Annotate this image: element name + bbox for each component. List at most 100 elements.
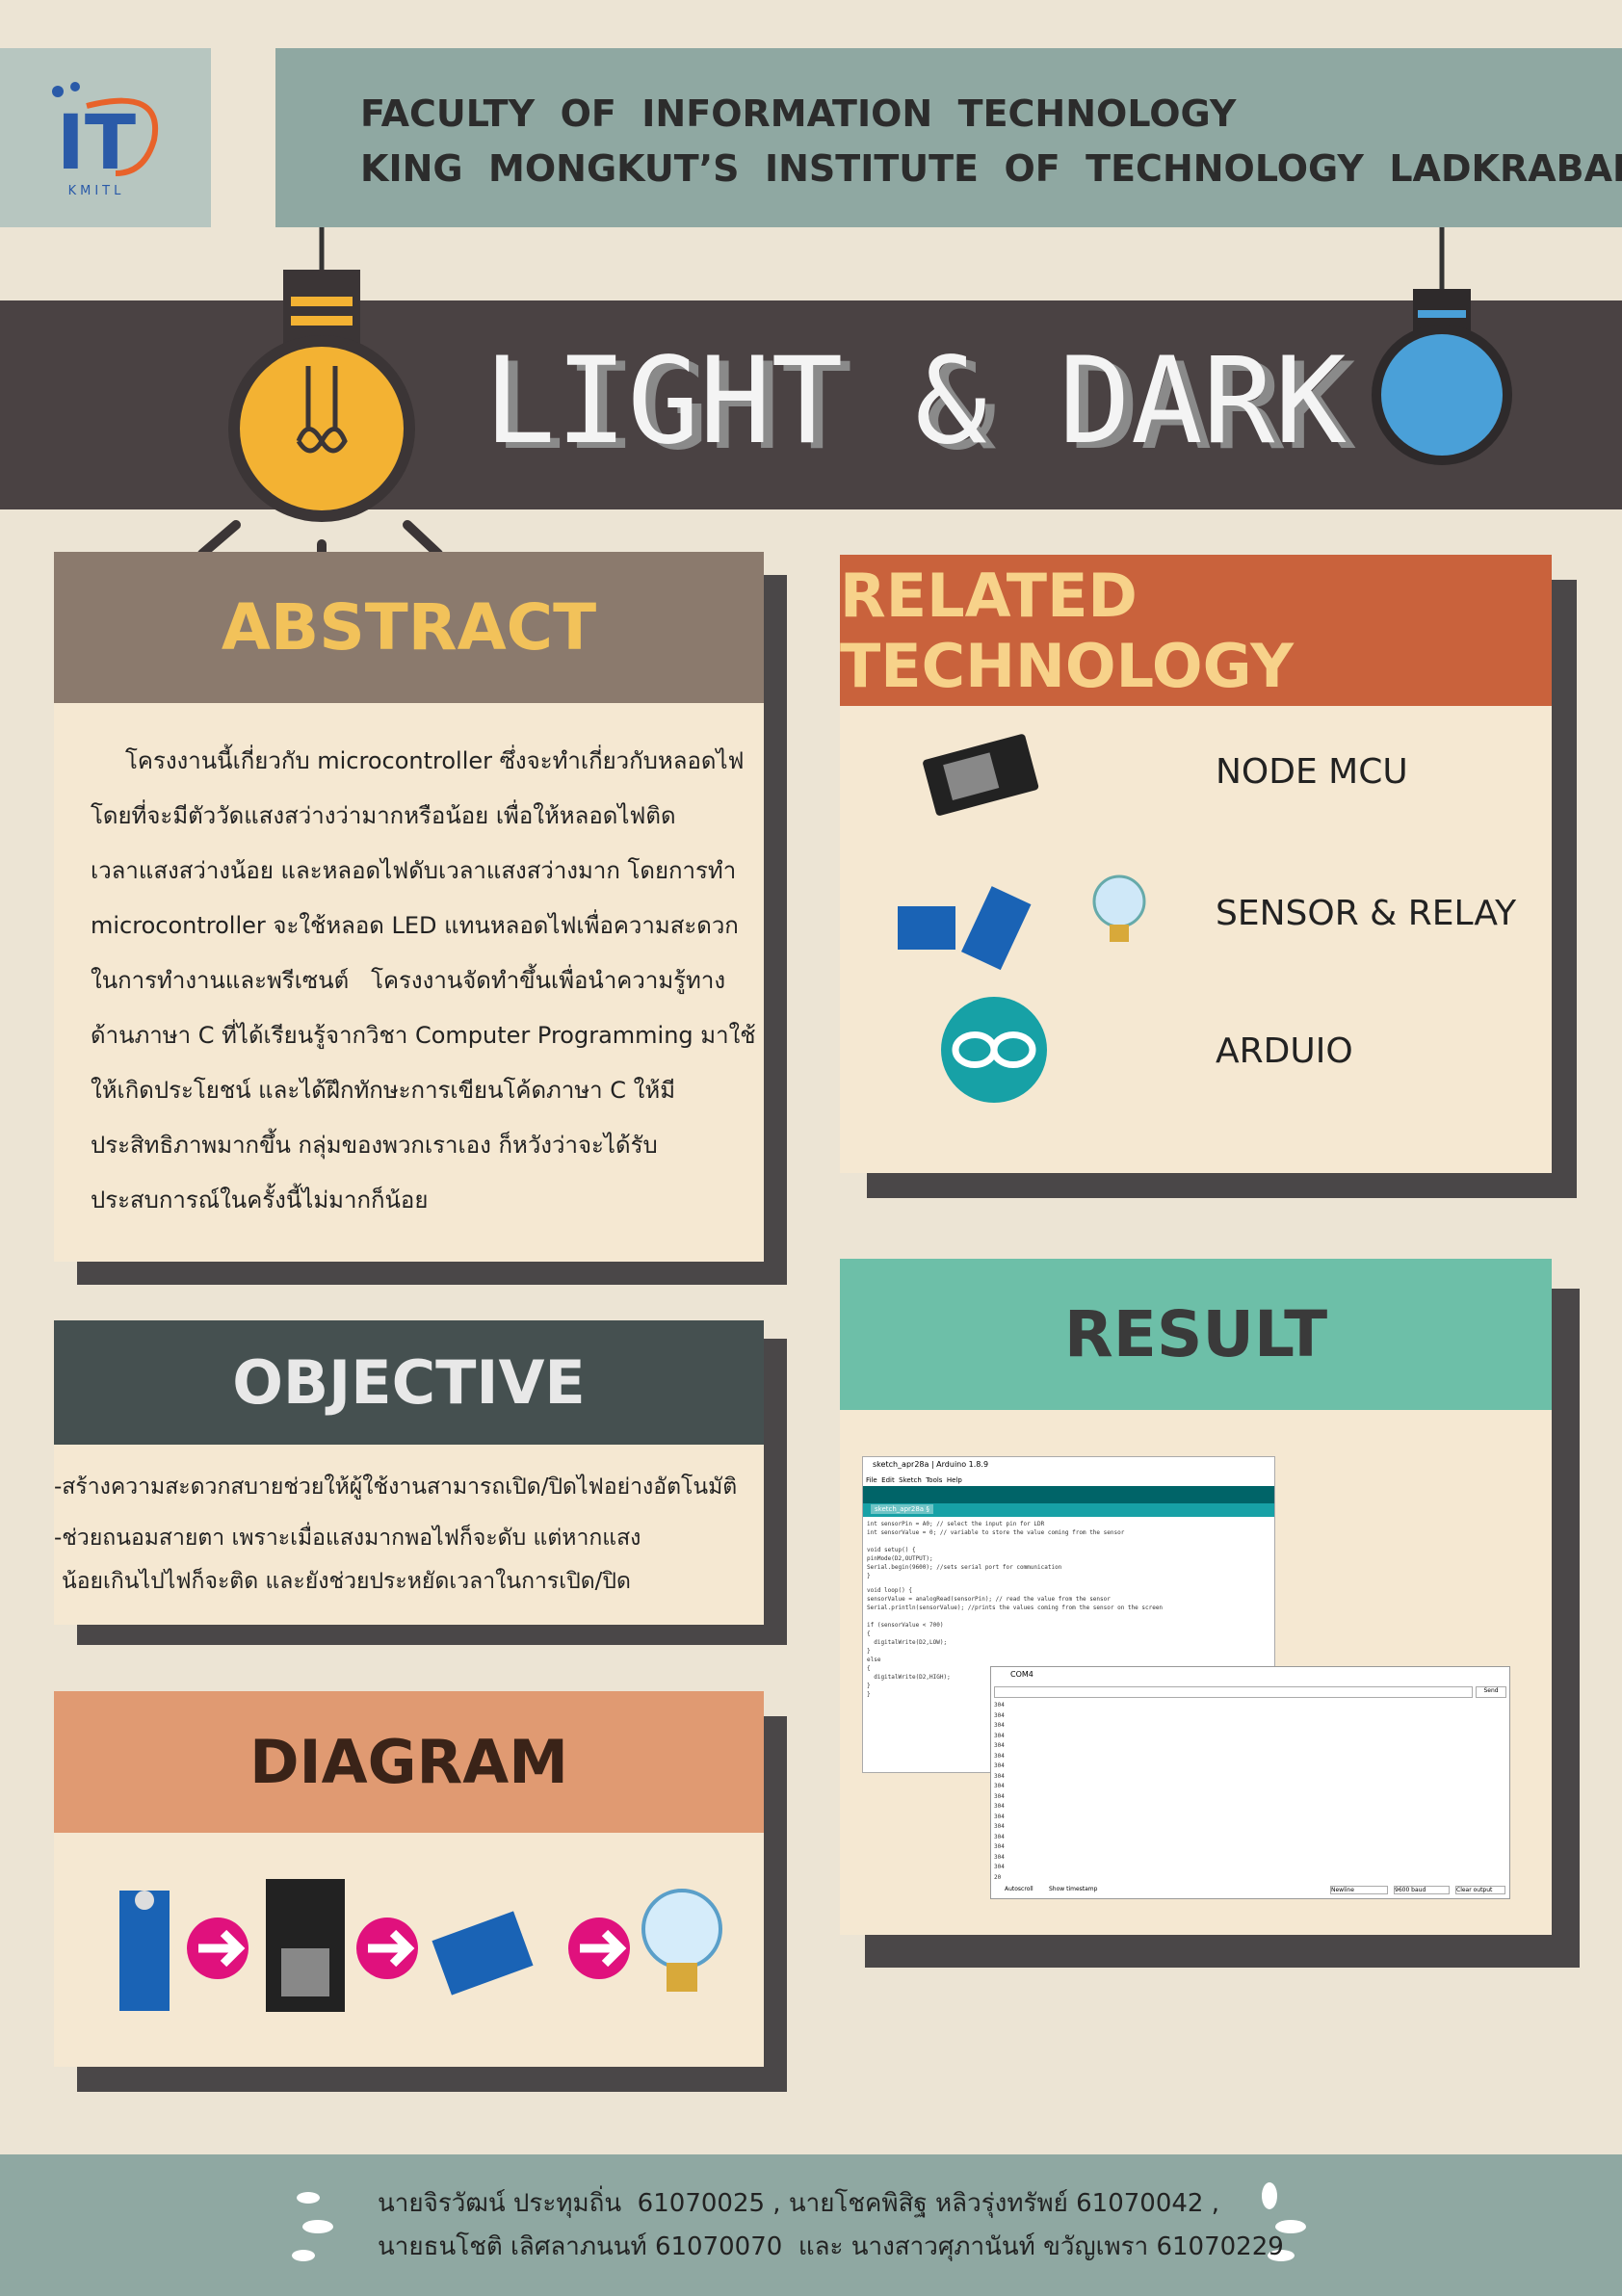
code-line: { (867, 1631, 871, 1637)
abstract-line: ให้เกิดประโยชน์ และได้ฝึกทักษะการเขียนโค… (91, 1077, 676, 1104)
sensor (119, 1891, 170, 2011)
footer: นายจิรวัฒน์ ประทุมถิ่น 61070025 , นายโชค… (0, 2154, 1622, 2296)
code-line: pinMode(D2,OUTPUT); (867, 1555, 933, 1562)
logo-box: IT KMITL (0, 48, 211, 227)
serial-title: COM4 (1010, 1670, 1033, 1679)
abstract-line: เวลาแสงสว่างน้อย และหลอดไฟดับเวลาแสงสว่า… (91, 857, 737, 884)
code-line: int sensorValue = 0; // variable to stor… (867, 1529, 1125, 1536)
filament (296, 366, 348, 454)
abstract-line: ประสบการณ์ในครั้งนี้ไม่มากก็น้อย (91, 1187, 429, 1213)
code-line: int sensorPin = A0; // select the input … (867, 1521, 1045, 1527)
ide-menu: File Edit Sketch Tools Help (866, 1476, 962, 1484)
newline: Newline (1330, 1886, 1388, 1894)
bulb-blue (1372, 325, 1512, 465)
bulb-base (1110, 925, 1129, 942)
relay-icon (898, 906, 955, 950)
serial-line: 304 (994, 1843, 1005, 1850)
arrow (356, 1918, 418, 1979)
code-line: void loop() { (867, 1587, 912, 1594)
ide-tab: sketch_apr28a § (871, 1504, 933, 1514)
serial-line: 304 (994, 1864, 1005, 1870)
code-line: if (sensorValue < 700) (867, 1622, 944, 1629)
ide-toolbar (863, 1486, 1274, 1503)
header-line: KING MONGKUT’S INSTITUTE OF TECHNOLOGY L… (360, 147, 1622, 190)
stripe (291, 316, 353, 326)
footer-line: นายธนโชติ เลิศลาภนนท์ 61070070 และ นางสา… (378, 2232, 1284, 2261)
ide-tabbar: sketch_apr28a § (863, 1503, 1274, 1517)
related-heading: RELATED TECHNOLOGY (840, 555, 1552, 706)
deco (1268, 2250, 1295, 2261)
logo-swoosh (86, 97, 159, 176)
footer-line: นายจิรวัฒน์ ประทุมถิ่น 61070025 , นายโชค… (378, 2189, 1219, 2218)
stripe (1418, 310, 1466, 318)
serial-line: 304 (994, 1762, 1005, 1769)
timestamp: Show timestamp (1049, 1886, 1098, 1892)
ide-title: sketch_apr28a | Arduino 1.8.9 (873, 1460, 989, 1469)
code-line: Serial.begin(9600); //sets serial port f… (867, 1564, 1062, 1571)
code-line: } (867, 1683, 871, 1689)
code-line: } (867, 1573, 871, 1579)
deco (1262, 2182, 1277, 2209)
related-box: RELATED TECHNOLOGY NODE MCU SENSOR & RELA… (840, 555, 1552, 1173)
code-line: digitalWrite(D2,LOW); (867, 1639, 948, 1646)
logo-text: IT (57, 100, 136, 187)
code-line: { (867, 1665, 871, 1672)
abstract-box: ABSTRACT โครงงานนี้เกี่ยวกับ microcontro… (54, 552, 764, 1262)
result-heading: RESULT (840, 1259, 1552, 1410)
tech-item: ARDUIO (1216, 1031, 1353, 1071)
serial-line: 304 (994, 1711, 1005, 1719)
objective-heading: OBJECTIVE (54, 1320, 764, 1445)
arrow (568, 1918, 630, 1979)
sensor-icon (961, 886, 1032, 971)
autoscroll: Autoscroll (1005, 1886, 1033, 1892)
ray (403, 520, 443, 559)
baud: 9600 baud (1394, 1886, 1450, 1894)
abstract-line: โดยที่จะมีตัววัดแสงสว่างว่ามากหรือน้อย เ… (91, 802, 676, 829)
code-line: } (867, 1691, 871, 1698)
header-band: FACULTY OF INFORMATION TECHNOLOGY KING M… (275, 48, 1622, 227)
abstract-line: ในการทำงานและพรีเซนต์ โครงงานจัดทำขึ้นเพ… (91, 967, 726, 994)
abstract-line: ประสิทธิภาพมากขึ้น กลุ่มของพวกเราเอง ก็ห… (91, 1132, 658, 1159)
deco (302, 2220, 333, 2233)
serial-line: 304 (994, 1732, 1005, 1739)
objective-line: -สร้างความสะดวกสบายช่วยให้ผู้ใช้งานสามาร… (54, 1474, 738, 1500)
title: LIGHT & DARK (484, 332, 1347, 471)
abstract-line: microcontroller จะใช้หลอด LED แทนหลอดไฟเ… (91, 912, 739, 939)
diagram-box: DIAGRAM (54, 1691, 764, 2067)
logo-dot (70, 82, 80, 91)
serial-line: 304 (994, 1702, 1005, 1709)
serial-line: 304 (994, 1742, 1005, 1749)
deco (292, 2250, 315, 2261)
abstract-heading: ABSTRACT (54, 552, 764, 703)
serial-line: 304 (994, 1722, 1005, 1729)
serial-line: 304 (994, 1772, 1005, 1780)
nodemcu-icon (923, 734, 1039, 816)
logo-dot (52, 86, 64, 97)
serial-input (994, 1686, 1473, 1698)
abstract-line: โครงงานนี้เกี่ยวกับ microcontroller ซึ่ง… (125, 747, 745, 774)
stripe (291, 297, 353, 306)
bulb-yellow (228, 335, 415, 522)
objective-line: น้อยเกินไปไฟก็จะติด และยังช่วยประหยัดเวล… (62, 1569, 631, 1594)
deco (297, 2192, 320, 2204)
bulb (641, 1889, 722, 1970)
tech-item: SENSOR & RELAY (1216, 894, 1517, 933)
ray (197, 520, 241, 559)
tech-item: NODE MCU (1216, 752, 1408, 792)
deco (1275, 2220, 1306, 2233)
chip (281, 1948, 329, 1996)
arrow (187, 1918, 249, 1979)
serial-window: COM4 Send 304 304 304 304 304 304 304 304 304 304… (990, 1666, 1510, 1899)
header-line: FACULTY OF INFORMATION TECHNOLOGY (360, 92, 1237, 135)
serial-line: 304 (994, 1813, 1005, 1820)
diagram-heading: DIAGRAM (54, 1691, 764, 1833)
code-line: void setup() { (867, 1547, 916, 1553)
tech-icons (898, 734, 1146, 1103)
arduino-mark (952, 1031, 1036, 1068)
ldr (135, 1891, 154, 1910)
bulb-icon (1092, 874, 1146, 928)
bulb-base (667, 1963, 697, 1992)
logo-sub: KMITL (68, 184, 125, 198)
code-line: Serial.println(sensorValue); //prints th… (867, 1605, 1164, 1611)
